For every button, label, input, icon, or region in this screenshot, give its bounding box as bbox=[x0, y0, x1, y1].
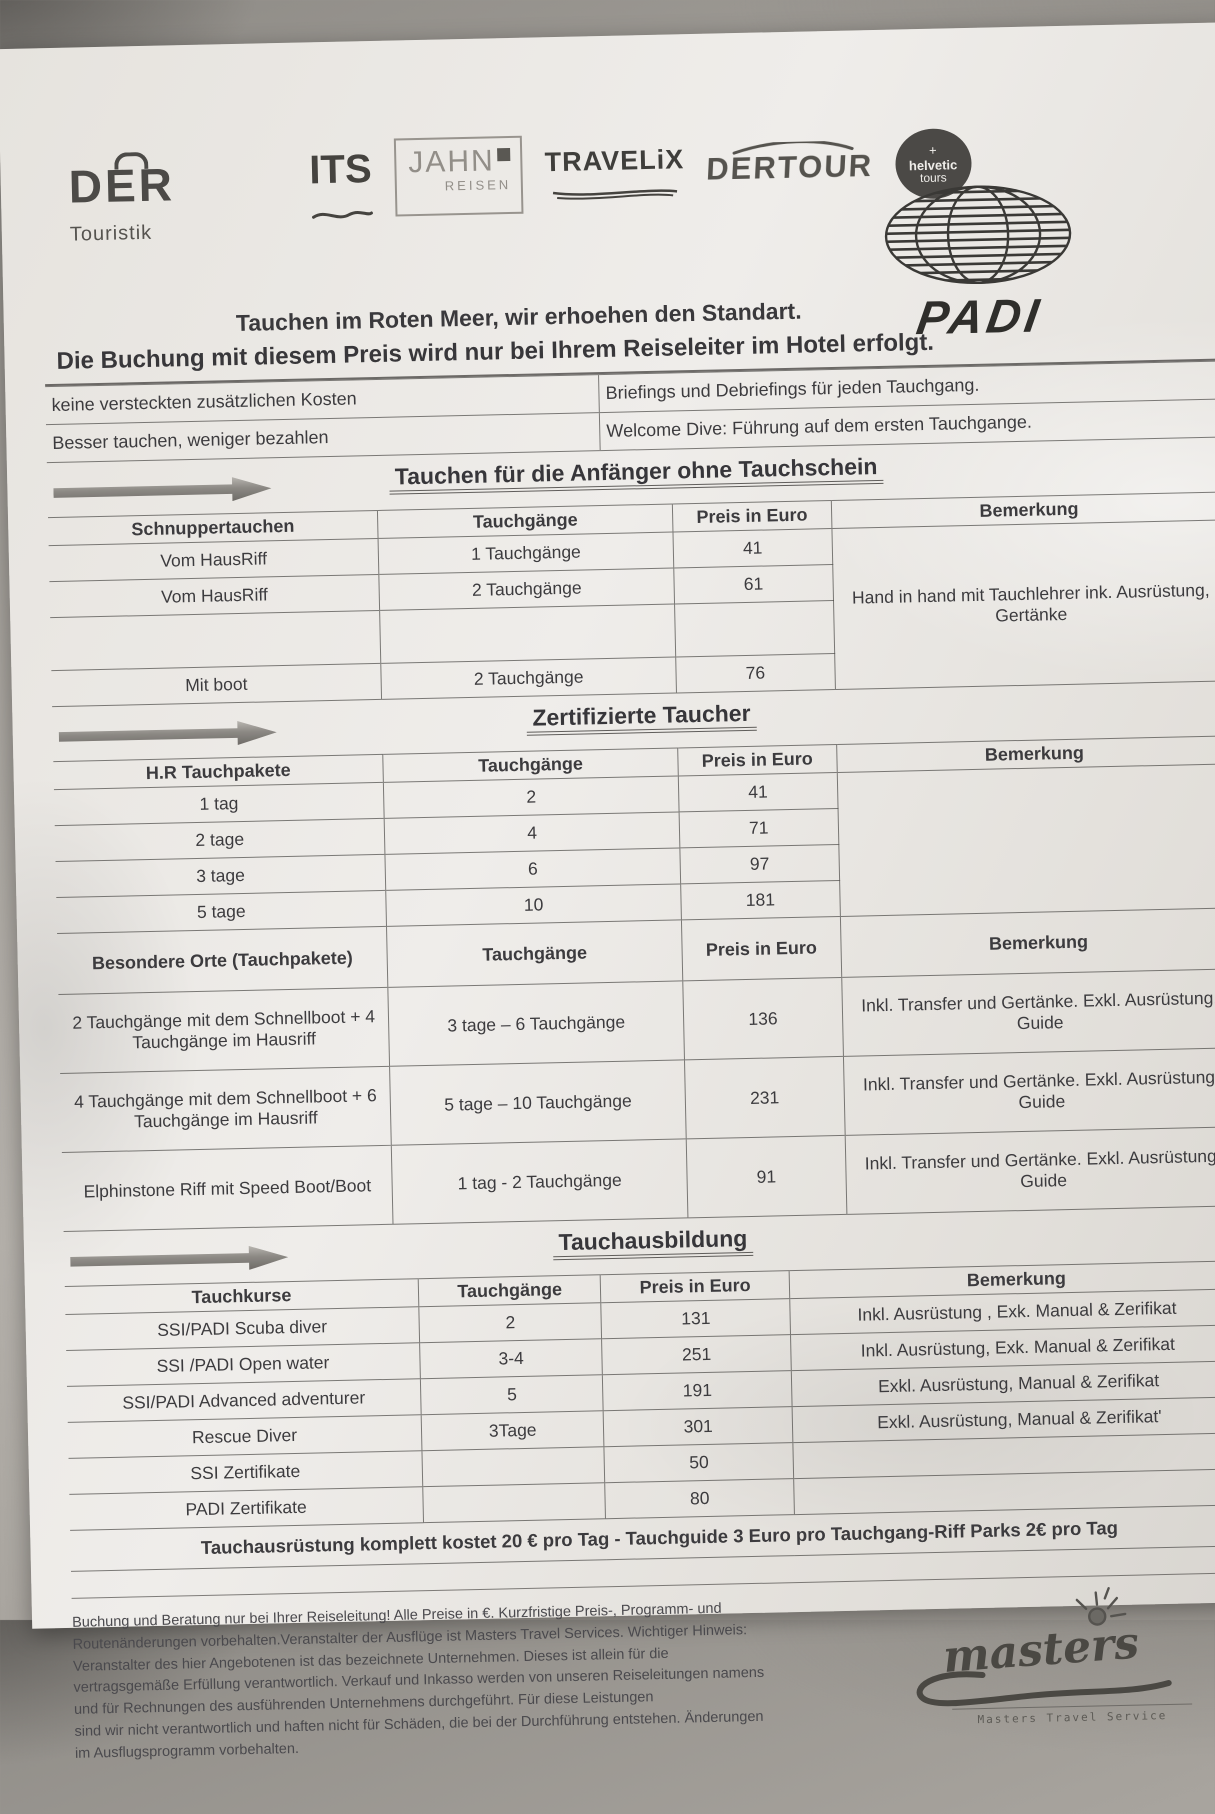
column-header: Preis in Euro bbox=[600, 1270, 790, 1303]
table-cell: 3Tage bbox=[421, 1410, 605, 1451]
table-cell: 50 bbox=[604, 1442, 794, 1483]
remark-cell: Hand in hand mit Tauchlehrer ink. Ausrüs… bbox=[831, 519, 1215, 690]
table-cell: 41 bbox=[678, 772, 838, 812]
remark-cell: Inkl. Transfer und Gertänke. Exkl. Ausrü… bbox=[845, 1126, 1215, 1215]
padi-logo: PADI bbox=[879, 182, 1078, 345]
table-cell: 80 bbox=[605, 1478, 795, 1519]
masters-logo: masters Masters Travel Service bbox=[890, 1582, 1193, 1728]
column-header: Preis in Euro bbox=[672, 500, 832, 533]
remark-cell bbox=[837, 763, 1215, 917]
padi-wordmark: PADI bbox=[913, 288, 1047, 345]
header-logos: DER Touristik ITS JAHN REISEN TRAVELiX bbox=[38, 27, 1215, 349]
table-cell bbox=[674, 600, 835, 657]
table-cell: 91 bbox=[686, 1135, 847, 1218]
table-cell: 76 bbox=[675, 653, 836, 693]
der-touristik-logo: DER Touristik bbox=[68, 151, 176, 246]
table-cell: 136 bbox=[682, 977, 844, 1060]
section-title: Tauchausbildung bbox=[552, 1224, 754, 1261]
section-title: Tauchen für die Anfänger ohne Tauchschei… bbox=[388, 452, 884, 495]
table-cell: 1 tag - 2 Tauchgänge bbox=[391, 1138, 688, 1225]
table-cell: 5 tage – 10 Tauchgänge bbox=[389, 1059, 687, 1146]
table-cell: 3-4 bbox=[419, 1338, 603, 1379]
table-cell: 4 Tauchgänge mit dem Schnellboot + 6 Tau… bbox=[60, 1066, 392, 1153]
remark-cell: Inkl. Transfer und Gertänke. Exkl. Ausrü… bbox=[843, 1047, 1215, 1136]
table-cell bbox=[379, 603, 676, 664]
underline-swoosh-icon bbox=[552, 189, 678, 200]
wave-icon bbox=[312, 210, 373, 219]
fine-print-block: Buchung und Beratung nur bei Ihrer Reise… bbox=[71, 1572, 1215, 1813]
dertour-logo: DERTOUR bbox=[705, 140, 874, 188]
table-cell: 2 bbox=[418, 1302, 603, 1343]
table-cell: 181 bbox=[680, 880, 841, 920]
column-header: Bemerkung bbox=[840, 907, 1215, 978]
table-cell: 61 bbox=[673, 564, 834, 604]
square-icon bbox=[497, 147, 511, 162]
training-table: Tauchkurse Tauchgänge Preis in Euro Beme… bbox=[64, 1260, 1215, 1572]
globe-icon bbox=[884, 185, 1072, 285]
table-cell: 71 bbox=[678, 808, 839, 848]
column-header: Tauchgänge bbox=[418, 1274, 602, 1307]
jahn-reisen-logo: JAHN REISEN bbox=[393, 135, 524, 217]
table-cell: Mit boot bbox=[51, 663, 382, 707]
table-cell bbox=[50, 610, 382, 671]
table-cell bbox=[421, 1446, 606, 1487]
document-title: Tauchen im Roten Meer, wir erhoehen den … bbox=[235, 297, 802, 336]
table-cell: 301 bbox=[603, 1406, 793, 1447]
certified-table: H.R Tauchpakete Tauchgänge Preis in Euro… bbox=[53, 735, 1215, 1232]
column-header: Preis in Euro bbox=[681, 916, 842, 981]
sun-icon bbox=[1075, 1587, 1127, 1626]
swirl-icon bbox=[732, 140, 854, 155]
column-header: Besondere Orte (Tauchpakete) bbox=[57, 926, 389, 995]
column-header: Tauchgänge bbox=[386, 919, 683, 988]
fine-print: Buchung und Beratung nur bei Ihrer Reise… bbox=[72, 1596, 853, 1765]
its-logo: ITS bbox=[308, 147, 374, 230]
table-cell: 2 Tauchgänge mit dem Schnellboot + 4 Tau… bbox=[58, 987, 390, 1074]
remark-cell: Inkl. Transfer und Gertänke. Exkl. Ausrü… bbox=[841, 968, 1215, 1057]
table-cell: 3 tage – 6 Tauchgänge bbox=[388, 980, 685, 1067]
column-header: Preis in Euro bbox=[677, 744, 838, 776]
table-cell: 97 bbox=[679, 844, 840, 884]
paper-document: DER Touristik ITS JAHN REISEN TRAVELiX bbox=[0, 21, 1215, 1813]
table-cell: 231 bbox=[684, 1056, 846, 1139]
plus-icon: + bbox=[928, 142, 937, 158]
table-cell: Elphinstone Riff mit Speed Boot/Boot bbox=[61, 1145, 394, 1232]
bag-handle-icon bbox=[114, 151, 149, 170]
section-title: Zertifizierte Taucher bbox=[526, 699, 757, 736]
table-cell: 131 bbox=[601, 1298, 791, 1339]
travelix-logo: TRAVELiX bbox=[544, 144, 685, 209]
beginners-table: Schnuppertauchen Tauchgänge Preis in Eur… bbox=[48, 491, 1215, 708]
table-cell: 2 Tauchgänge bbox=[381, 656, 677, 700]
table-cell bbox=[422, 1482, 606, 1523]
der-logo-sub: Touristik bbox=[69, 221, 153, 246]
table-cell: 191 bbox=[602, 1370, 793, 1411]
table-cell: 5 bbox=[420, 1374, 604, 1415]
table-cell: 41 bbox=[672, 528, 833, 569]
table-cell: 251 bbox=[602, 1334, 792, 1375]
